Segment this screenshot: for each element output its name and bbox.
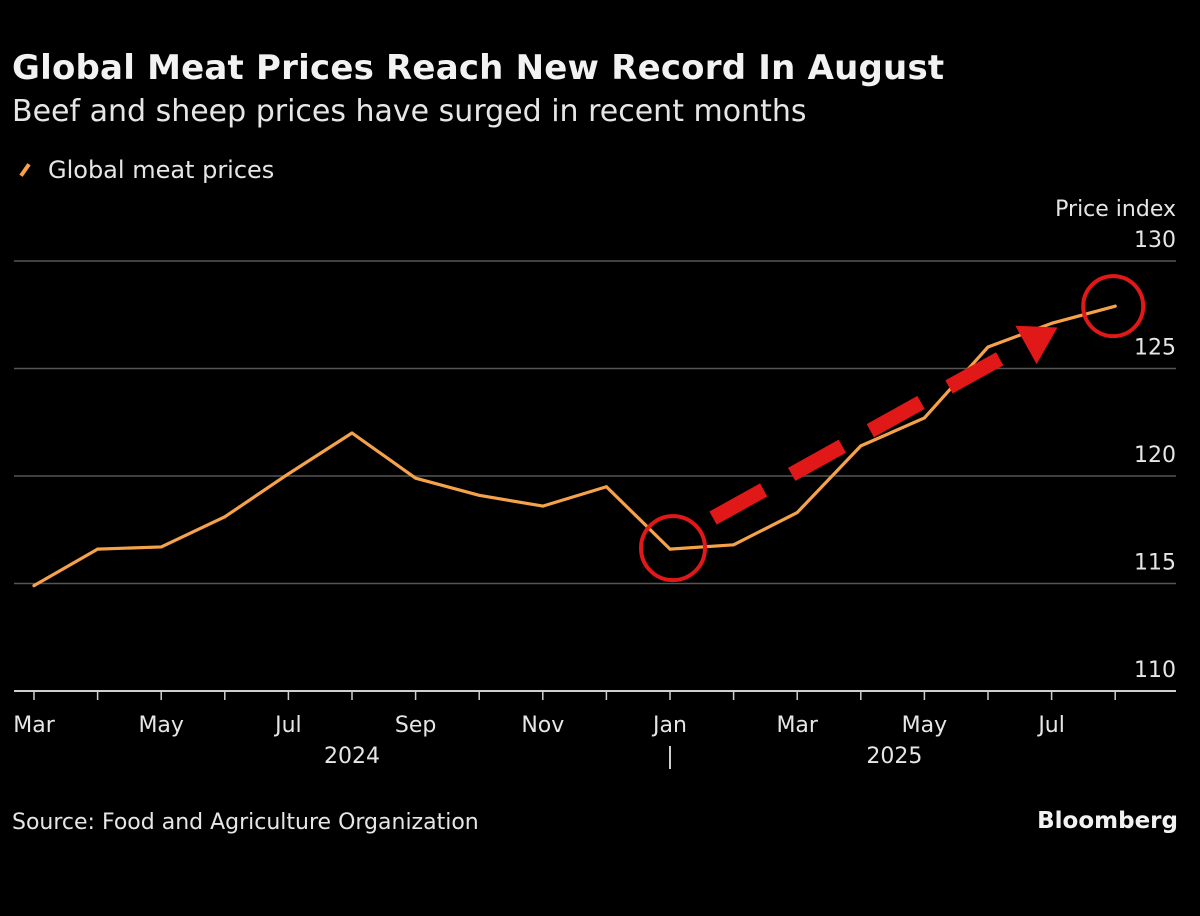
x-tick-label: Nov [521,713,564,738]
year-label-2024: 2024 [324,744,380,769]
x-tick-label: Mar [776,713,818,738]
data-point [1113,304,1117,308]
x-tick-label: Jul [273,713,302,738]
x-tick-label: Mar [13,713,55,738]
data-point [1050,321,1054,325]
x-tick-label: May [138,713,183,738]
data-point [859,444,863,448]
y-tick-label: 115 [1134,551,1176,576]
x-tick-label: Sep [395,713,436,738]
data-point [668,547,672,551]
annotation-circle-high [1081,274,1146,339]
source-note: Source: Food and Agriculture Organizatio… [12,810,479,835]
data-point [96,547,100,551]
data-point [477,493,481,497]
y-tick-label: 130 [1134,228,1176,253]
x-tick-label: Jan [651,713,687,738]
data-point [541,504,545,508]
data-point [732,543,736,547]
data-point [604,485,608,489]
chart-subtitle: Beef and sheep prices have surged in rec… [12,94,807,129]
y-tick-label: 125 [1134,336,1176,361]
y-tick-label: 120 [1134,443,1176,468]
legend-label: Global meat prices [48,156,275,184]
data-point [795,511,799,515]
annotation-arrowhead [1015,325,1058,365]
y-tick-label: 110 [1134,658,1176,683]
data-point [286,472,290,476]
x-tick-label: May [902,713,947,738]
data-point [32,584,36,588]
annotation-circle-low [639,514,707,583]
series-line-global-meat-prices [32,304,1117,588]
chart-title: Global Meat Prices Reach New Record In A… [12,48,945,88]
data-point [414,476,418,480]
legend: Global meat prices [14,156,274,184]
data-point [350,431,354,435]
annotation-dashed-arrow [709,338,1028,525]
data-point [986,345,990,349]
data-point [922,416,926,420]
data-point [159,545,163,549]
bloomberg-logo: Bloomberg [1037,808,1178,834]
data-point [223,515,227,519]
y-axis-label: Price index [1055,197,1176,222]
x-tick-label: Jul [1036,713,1065,738]
year-label-2025: 2025 [866,744,922,769]
